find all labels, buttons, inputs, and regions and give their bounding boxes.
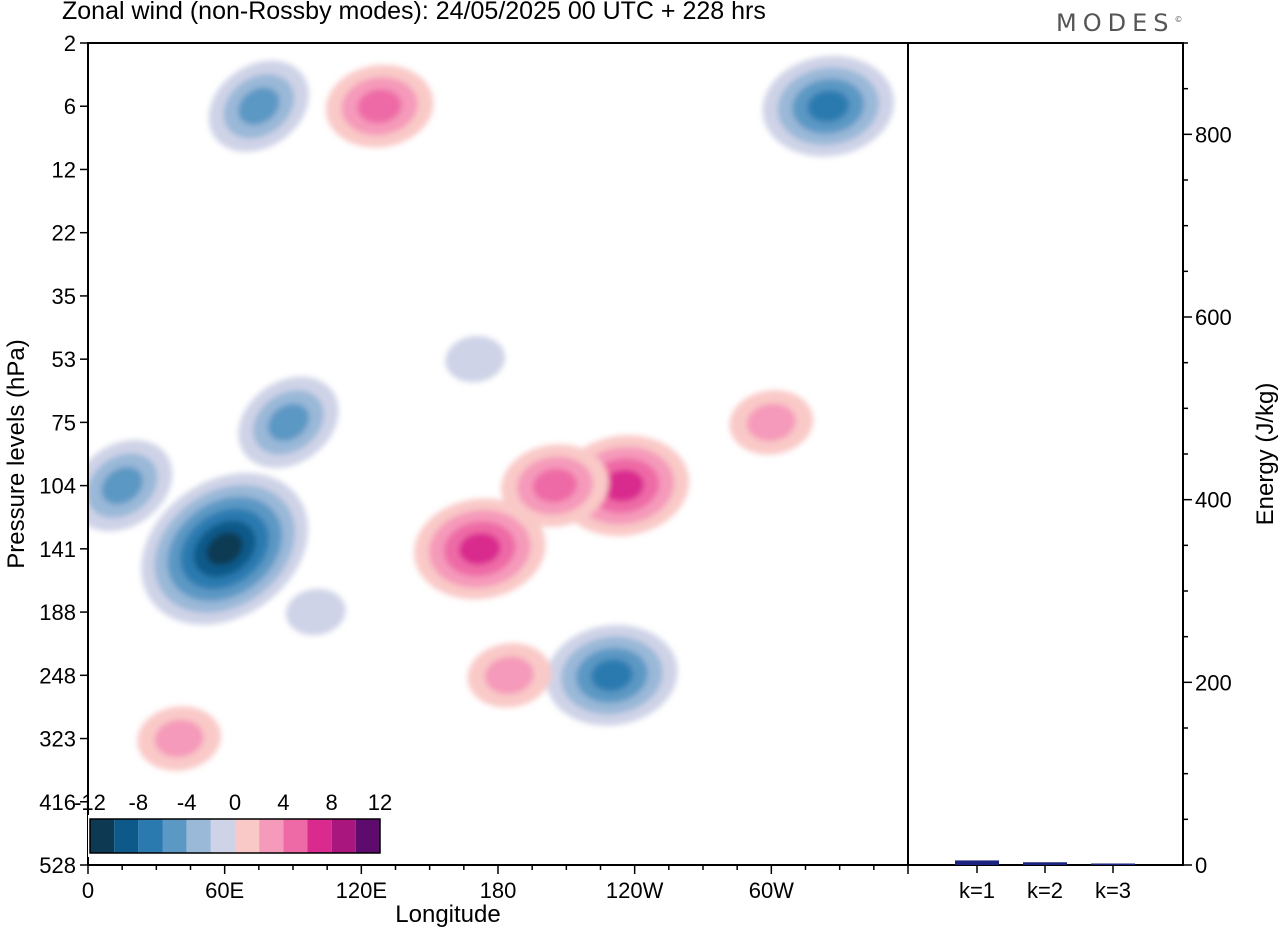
colorbar-swatch-8 [283,819,308,853]
colorbar-swatch-9 [307,819,332,853]
contour-blob-2-level-2 [267,403,310,442]
energy-tick-label-200: 200 [1195,670,1232,695]
contour-blob-6-level-3 [602,469,645,502]
x-tick-label-5: 60W [749,878,794,903]
x-axis-title: Longitude [395,901,500,928]
y-tick-label-22: 22 [52,221,76,246]
colorbar-frame [89,818,381,854]
colorbar-swatch-10 [331,819,356,853]
energy-bar-k=2 [1023,862,1067,865]
x-tick-label-1: 60E [205,878,244,903]
colorbar-label-4: 4 [277,790,289,815]
energy-frame [907,42,1184,866]
colorbar-swatch-1 [114,819,139,853]
colorbar-swatch-11 [355,819,380,853]
contour-blob-13-level-0 [285,588,346,636]
energy-tick-label-600: 600 [1195,305,1232,330]
y-tick-label-416: 416 [39,790,76,815]
colorbar-swatch-6 [235,819,260,853]
colorbar-swatch-4 [186,819,211,853]
contour-blob-11-level-1 [484,656,534,695]
contour-blob-3-level-3 [590,659,633,692]
x-tick-label-0: 0 [82,878,94,903]
energy-category-label-1: k=2 [1027,878,1063,903]
energy-axis-title: Energy (J/kg) [1252,383,1279,526]
y-tick-label-75: 75 [52,410,76,435]
y-tick-label-528: 528 [39,853,76,878]
contour-blob-8-level-3 [458,532,501,565]
contour-blob-1-level-2 [101,466,143,505]
contour-layer [88,55,895,771]
chart-title: Zonal wind (non-Rossby modes): 24/05/202… [62,0,766,25]
y-tick-label-35: 35 [52,284,76,309]
energy-category-label-2: k=3 [1095,878,1131,903]
x-tick-label-3: 180 [480,878,517,903]
contour-blob-9-level-2 [357,89,402,124]
y-tick-label-6: 6 [64,94,76,119]
y-tick-label-2: 2 [64,31,76,56]
contour-fill-group [88,55,895,771]
colorbar-label-2: -4 [177,790,197,815]
y-tick-label-53: 53 [52,347,76,372]
y-tick-label-248: 248 [39,663,76,688]
colorbar-label-3: 0 [229,790,241,815]
colorbar-label-0: -12 [74,790,106,815]
energy-tick-label-800: 800 [1195,122,1232,147]
contour-blob-0-level-5 [206,532,243,566]
x-tick-label-4: 120W [606,878,664,903]
colorbar-swatch-0 [90,819,115,853]
y-tick-label-188: 188 [39,600,76,625]
y-tick-label-141: 141 [39,537,76,562]
contour-blob-7-level-2 [532,468,578,503]
colorbar-swatch-3 [162,819,187,853]
y-tick-label-323: 323 [39,727,76,752]
colorbar-label-1: -8 [129,790,149,815]
energy-tick-label-400: 400 [1195,488,1232,513]
energy-category-label-0: k=1 [959,878,995,903]
x-tick-label-2: 120E [336,878,387,903]
energy-bar-k=1 [955,860,999,865]
contour-blob-12-level-1 [154,719,204,758]
brand-logo: MODES© [1056,9,1183,37]
contour-blob-10-level-1 [746,403,796,442]
contour-blob-5-level-2 [238,87,280,126]
colorbar-swatch-2 [138,819,163,853]
contour-blob-14-level-0 [445,335,506,383]
contour-blob-4-level-3 [807,90,850,123]
colorbar-label-5: 8 [326,790,338,815]
y-tick-label-104: 104 [39,474,76,499]
energy-tick-label-0: 0 [1195,853,1207,878]
y-axis-title: Pressure levels (hPa) [3,339,30,568]
y-tick-label-12: 12 [52,157,76,182]
colorbar-swatch-5 [210,819,235,853]
colorbar-label-6: 12 [368,790,392,815]
energy-bar-k=3 [1091,863,1135,865]
colorbar-swatch-7 [259,819,284,853]
